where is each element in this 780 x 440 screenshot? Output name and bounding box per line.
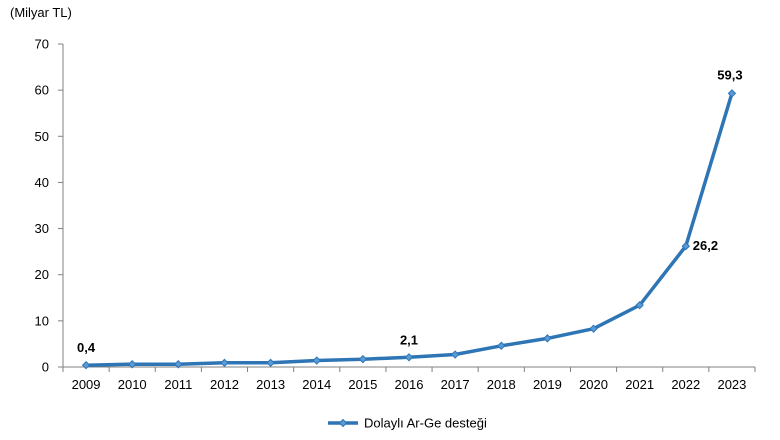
x-tick-label: 2018 — [487, 377, 516, 392]
y-tick-label: 50 — [35, 129, 49, 144]
data-point — [404, 353, 414, 362]
x-tick-label: 2019 — [533, 377, 562, 392]
data-label: 0,4 — [77, 340, 96, 355]
data-point — [589, 324, 598, 333]
x-tick-label: 2021 — [625, 377, 654, 392]
data-label: 59,3 — [717, 67, 742, 82]
y-tick-label: 70 — [35, 37, 49, 52]
data-point — [220, 358, 229, 368]
x-ticks: 2009 2010 2011 2012 2013 2014 2015 2016 2017 2018… — [62, 367, 756, 392]
data-point — [266, 358, 275, 368]
legend: Dolaylı Ar-Ge desteği — [328, 416, 487, 431]
y-tick-label: 40 — [35, 175, 49, 190]
legend-marker — [338, 418, 348, 428]
x-tick-label: 2023 — [717, 377, 746, 392]
y-tick-label: 10 — [35, 313, 49, 328]
x-tick-label: 2020 — [579, 377, 608, 392]
data-label: 26,2 — [693, 238, 718, 253]
y-tick-label: 30 — [35, 221, 49, 236]
x-tick-label: 2022 — [671, 377, 700, 392]
y-tick-label: 20 — [35, 267, 49, 282]
x-tick-label: 2010 — [118, 377, 147, 392]
x-tick-label: 2009 — [72, 377, 101, 392]
data-point — [543, 334, 552, 343]
data-point — [727, 89, 737, 98]
x-tick-label: 2017 — [441, 377, 470, 392]
data-point — [358, 354, 368, 364]
y-ticks: 0 10 20 30 40 50 60 70 — [35, 37, 63, 375]
x-tick-label: 2016 — [395, 377, 424, 392]
data-point — [312, 356, 321, 365]
x-tick-label: 2013 — [256, 377, 285, 392]
data-point — [681, 241, 691, 251]
x-tick-label: 2012 — [210, 377, 239, 392]
data-point — [81, 360, 91, 370]
data-point — [450, 350, 460, 359]
series-line — [84, 91, 734, 367]
y-tick-label: 60 — [35, 83, 49, 98]
data-label: 2,1 — [400, 332, 418, 347]
axes — [62, 44, 755, 368]
series-layer — [81, 89, 737, 370]
y-axis-label: (Milyar TL) — [10, 5, 72, 20]
legend-label: Dolaylı Ar-Ge desteği — [364, 416, 487, 431]
x-tick-label: 2011 — [164, 377, 192, 392]
data-labels: 0,4 2,1 26,2 59,3 — [77, 67, 743, 355]
data-point — [497, 341, 506, 350]
data-point — [635, 300, 644, 310]
data-point — [174, 360, 183, 369]
x-tick-label: 2014 — [302, 377, 331, 392]
y-tick-label: 0 — [42, 360, 49, 375]
data-point — [127, 360, 137, 369]
x-tick-label: 2015 — [348, 377, 377, 392]
